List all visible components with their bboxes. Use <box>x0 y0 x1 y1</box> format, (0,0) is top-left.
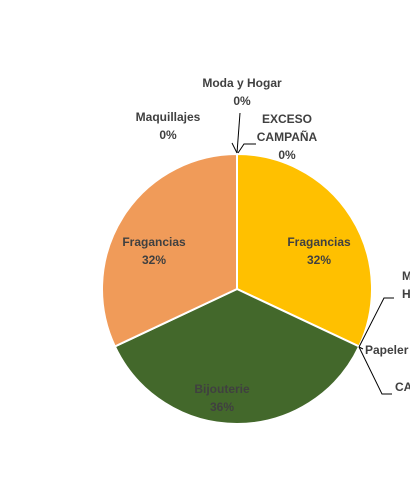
slice-label-4-line-1: 36% <box>210 400 234 414</box>
slice-label-0-line-1: 32% <box>307 253 331 267</box>
slice-label-6-line-0: Maquillajes <box>136 110 201 124</box>
leader-line-2 <box>358 297 394 348</box>
slice-label-2-line-0: Papeler <box>365 343 409 357</box>
pie-slice-5 <box>101 152 238 348</box>
slice-label-5-line-0: Fragancias <box>122 235 186 249</box>
slice-label-4-line-0: Bijouterie <box>194 382 250 396</box>
leader-lines <box>231 112 394 395</box>
slice-label-0-line-0: Fragancias <box>287 235 351 249</box>
pie-slice-4 <box>113 287 361 425</box>
pie-slices <box>101 152 373 425</box>
slice-label-8-line-2: 0% <box>278 148 296 162</box>
slice-label-5-line-1: 32% <box>142 253 166 267</box>
slice-labels: Fragancias 32% CA Papeler M Ho Bijouterie 36% Fr… <box>122 76 410 414</box>
slice-label-6-line-1: 0% <box>159 128 177 142</box>
slice-label-8-line-0: EXCESO <box>262 112 312 126</box>
leader-line-4 <box>236 112 241 154</box>
leader-line-3 <box>231 142 238 154</box>
leader-line-0 <box>358 346 392 395</box>
pie-slice-0 <box>236 152 373 348</box>
leader-line-5 <box>237 143 256 154</box>
slice-label-1-line-0: CA <box>395 380 410 394</box>
slice-label-7-line-1: 0% <box>233 94 251 108</box>
slice-label-3-line-1: Ho <box>402 287 410 301</box>
slice-label-8-line-1: CAMPAÑA <box>257 129 318 144</box>
leader-line-1 <box>358 346 364 350</box>
slice-label-7-line-0: Moda y Hogar <box>202 76 282 90</box>
slice-label-3-line-0: M <box>402 269 410 283</box>
